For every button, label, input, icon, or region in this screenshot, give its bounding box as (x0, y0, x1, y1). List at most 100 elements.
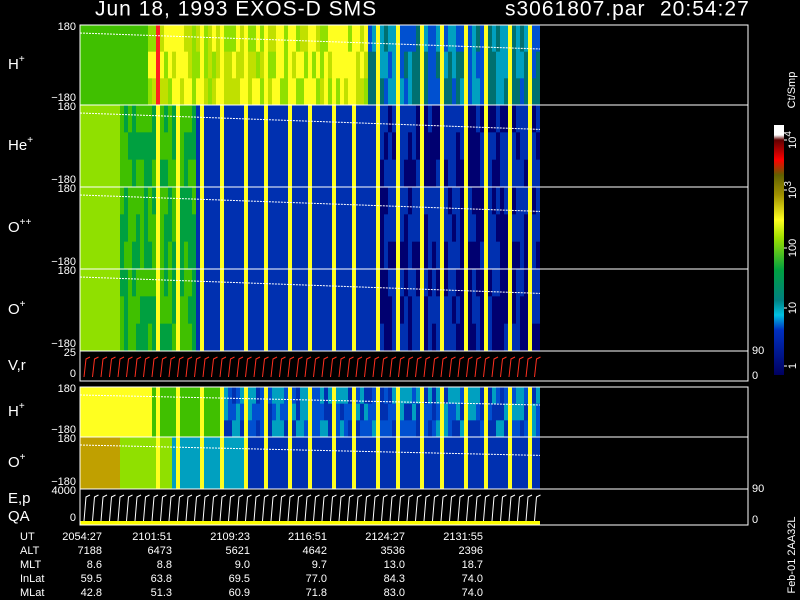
spectrogram-cell (456, 454, 460, 473)
spectrogram-cell (508, 78, 512, 106)
spectrogram-cell (212, 454, 216, 473)
spectrogram-cell (424, 241, 428, 270)
spectrogram-cell (480, 78, 484, 106)
spectrogram-cell (496, 241, 500, 270)
spectrogram-cell (500, 159, 504, 188)
spectrogram-cell (188, 187, 192, 215)
spectrogram-cell (420, 296, 424, 325)
y-tick-label: 0 (70, 368, 76, 380)
spectrogram-cell (104, 187, 108, 215)
spectrogram-cell (236, 387, 240, 405)
spectrogram-cell (268, 159, 272, 188)
spectrogram-cell (332, 78, 336, 106)
spectrogram-cell (452, 471, 456, 490)
spectrogram-cell (396, 403, 400, 421)
spectrogram-cell (340, 269, 344, 297)
spectrogram-cell (108, 269, 112, 297)
spectrogram-cell (500, 214, 504, 243)
spectrogram-cell (200, 420, 204, 438)
spectrogram-cell (196, 105, 200, 133)
spectrogram-cell (248, 454, 252, 473)
spectrogram-cell (84, 51, 88, 79)
spectrogram-cell (308, 241, 312, 270)
spectrogram-cell (448, 78, 452, 106)
spectrogram-cell (184, 437, 188, 455)
spectrogram-cell (272, 187, 276, 215)
spectrogram-cell (344, 25, 348, 53)
ephemeris-value: 13.0 (384, 559, 405, 571)
spectrogram-cell (324, 403, 328, 421)
spectrogram-cell (300, 387, 304, 405)
spectrogram-cell (80, 78, 84, 106)
spectrogram-cell (224, 437, 228, 455)
spectrogram-cell (508, 187, 512, 215)
spectrogram-cell (368, 241, 372, 270)
spectrogram-cell (316, 241, 320, 270)
spectrogram-cell (356, 132, 360, 161)
spectrogram-cell (272, 51, 276, 79)
spectrogram-cell (100, 323, 104, 352)
spectrogram-cell (172, 454, 176, 473)
spectrogram-cell (440, 387, 444, 405)
spectrogram-cell (356, 420, 360, 438)
spectrogram-cell (468, 51, 472, 79)
spectrogram-cell (92, 51, 96, 79)
spectrogram-cell (248, 296, 252, 325)
ephemeris-value: 51.3 (151, 587, 172, 599)
spectrogram-cell (300, 105, 304, 133)
spectrogram-cell (196, 241, 200, 270)
spectrogram-cell (412, 159, 416, 188)
ephemeris-value: 2116:51 (288, 531, 327, 543)
spectrogram-cell (172, 387, 176, 405)
spectrogram-cell (348, 241, 352, 270)
spectrogram-cell (276, 25, 280, 53)
spectrogram-cell (316, 214, 320, 243)
spectrogram-cell (496, 105, 500, 133)
spectrogram-cell (120, 25, 124, 53)
spectrogram-cell (448, 214, 452, 243)
spectrogram-cell (268, 420, 272, 438)
spectrogram-cell (164, 187, 168, 215)
spectrogram-cell (492, 25, 496, 53)
spectrogram-cell (108, 214, 112, 243)
spectrogram-cell (400, 296, 404, 325)
spectrogram-cell (104, 214, 108, 243)
spectrogram-cell (284, 159, 288, 188)
spectrogram-cell (260, 51, 264, 79)
spectrogram-cell (148, 323, 152, 352)
spectrogram-cell (132, 471, 136, 490)
spectrogram-cell (220, 323, 224, 352)
spectrogram-cell (336, 403, 340, 421)
spectrogram-cell (116, 132, 120, 161)
spectrogram-cell (188, 323, 192, 352)
spectrogram-cell (384, 78, 388, 106)
spectrogram-cell (512, 387, 516, 405)
spectrogram-cell (428, 241, 432, 270)
spectrogram-cell (128, 454, 132, 473)
spectrogram-cell (316, 78, 320, 106)
spectrogram-cell (224, 403, 228, 421)
spectrogram-cell (220, 437, 224, 455)
spectrogram-cell (428, 269, 432, 297)
spectrogram-cell (180, 437, 184, 455)
spectrogram-cell (308, 269, 312, 297)
spectrogram-cell (448, 403, 452, 421)
spectrogram-cell (264, 403, 268, 421)
spectrogram-cell (484, 420, 488, 438)
spectrogram-cell (332, 403, 336, 421)
spectrogram-cell (304, 420, 308, 438)
spectrogram-cell (504, 437, 508, 455)
spectrogram-cell (132, 420, 136, 438)
spectrogram-cell (148, 105, 152, 133)
spectrogram-cell (464, 323, 468, 352)
spectrogram-cell (196, 187, 200, 215)
spectrogram-cell (340, 51, 344, 79)
spectrogram-cell (168, 471, 172, 490)
spectrogram-cell (464, 387, 468, 405)
spectrogram-cell (172, 132, 176, 161)
spectrogram-cell (136, 78, 140, 106)
spectrogram-cell (336, 437, 340, 455)
spectrogram-cell (152, 51, 156, 79)
spectrogram-cell (132, 51, 136, 79)
spectrogram-cell (292, 454, 296, 473)
